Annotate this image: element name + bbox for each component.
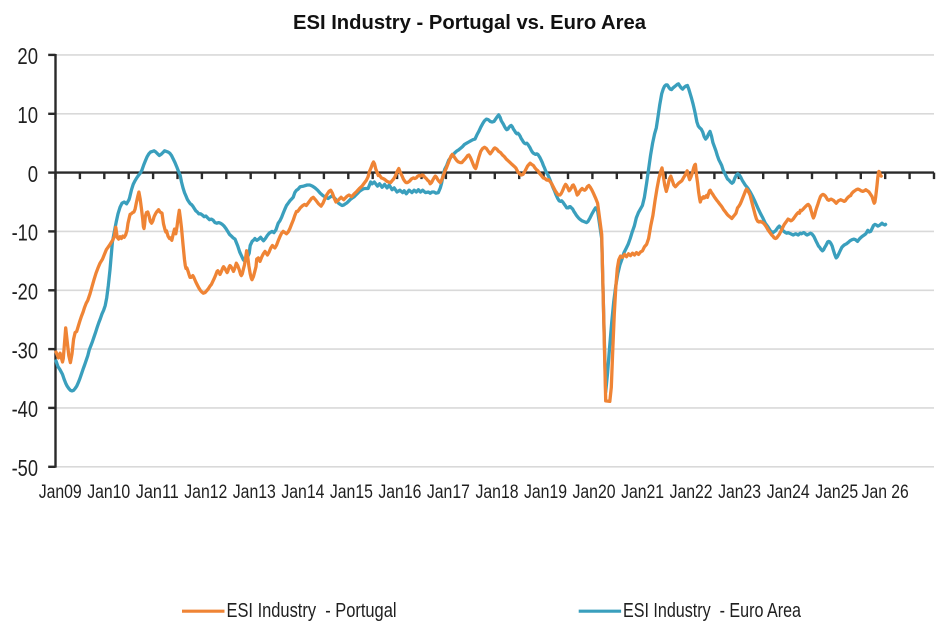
svg-text:Jan21: Jan21 — [621, 482, 664, 503]
svg-text:-50: -50 — [12, 455, 38, 481]
svg-text:Jan25: Jan25 — [815, 482, 858, 503]
svg-text:-40: -40 — [12, 396, 38, 422]
svg-text:-10: -10 — [12, 220, 38, 246]
svg-text:ESI Industry - Euro Area: ESI Industry - Euro Area — [623, 600, 802, 622]
svg-text:Jan14: Jan14 — [281, 482, 324, 503]
svg-text:Jan23: Jan23 — [718, 482, 761, 503]
svg-text:Jan17: Jan17 — [427, 482, 470, 503]
svg-text:Jan10: Jan10 — [87, 482, 130, 503]
svg-text:10: 10 — [17, 102, 38, 128]
svg-text:-20: -20 — [12, 279, 38, 305]
svg-text:Jan12: Jan12 — [184, 482, 227, 503]
svg-text:Jan16: Jan16 — [378, 482, 421, 503]
svg-text:Jan20: Jan20 — [573, 482, 616, 503]
svg-text:Jan 26: Jan 26 — [862, 482, 909, 503]
svg-text:0: 0 — [28, 161, 38, 187]
svg-text:Jan09: Jan09 — [39, 482, 82, 503]
svg-text:Jan18: Jan18 — [476, 482, 519, 503]
svg-text:Jan11: Jan11 — [136, 482, 179, 503]
svg-text:-30: -30 — [12, 337, 38, 363]
svg-text:20: 20 — [17, 43, 38, 69]
svg-text:Jan13: Jan13 — [233, 482, 276, 503]
svg-text:Jan15: Jan15 — [330, 482, 373, 503]
svg-text:ESI Industry - Portugal vs. Eu: ESI Industry - Portugal vs. Euro Area — [293, 12, 647, 34]
svg-text:Jan24: Jan24 — [767, 482, 810, 503]
svg-text:Jan22: Jan22 — [670, 482, 713, 503]
svg-text:ESI Industry - Portugal: ESI Industry - Portugal — [227, 600, 397, 622]
svg-text:Jan19: Jan19 — [524, 482, 567, 503]
